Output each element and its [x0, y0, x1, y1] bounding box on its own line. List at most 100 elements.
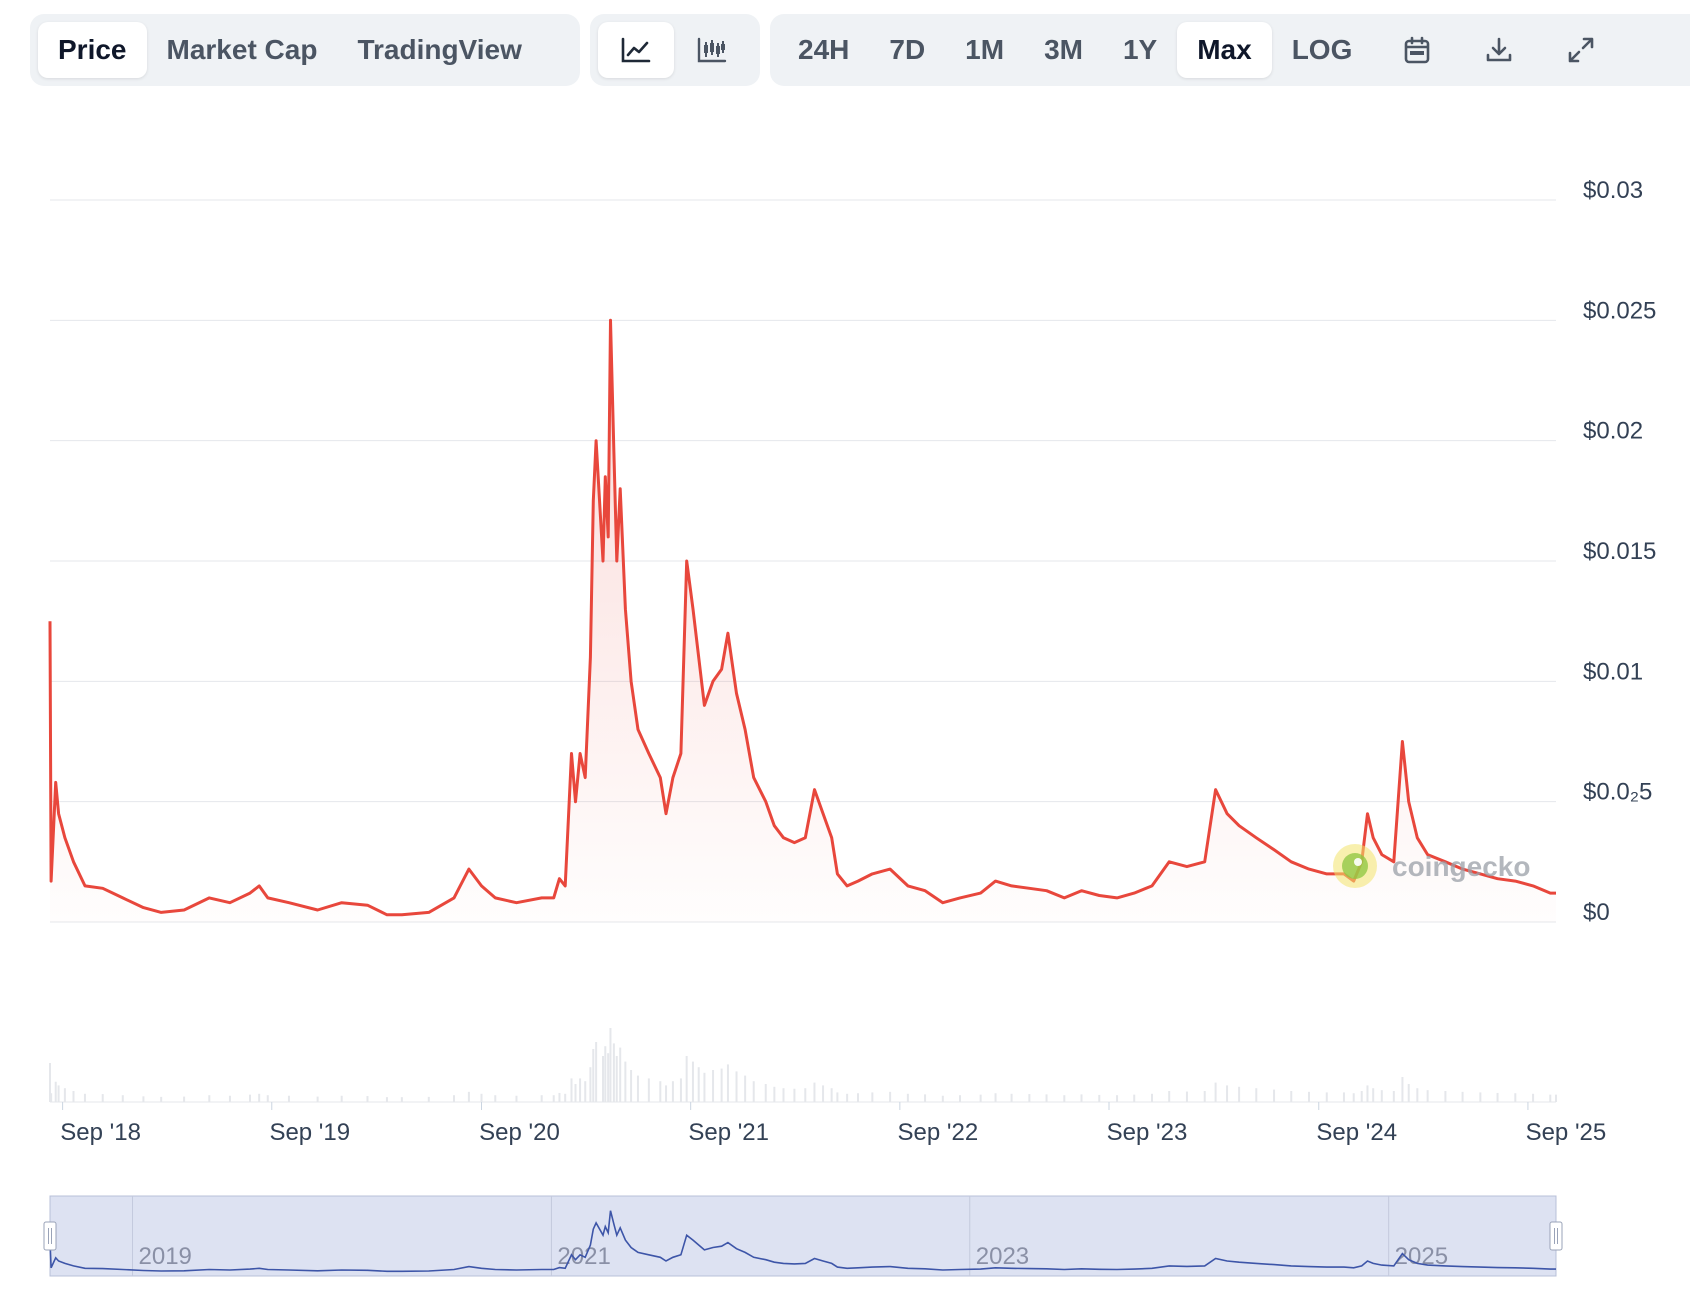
volume-bar [726, 1064, 729, 1102]
download-button[interactable] [1464, 22, 1534, 78]
line-chart-icon [621, 37, 651, 63]
range-1y[interactable]: 1Y [1122, 34, 1158, 65]
x-tick-label: Sep '20 [479, 1119, 560, 1146]
volume-bar [1392, 1091, 1395, 1102]
x-tick-label: Sep '22 [898, 1119, 979, 1146]
volume-bar [1290, 1091, 1293, 1102]
range-navigator[interactable]: 2019 2021 2023 2025 [43, 1195, 1563, 1277]
volume-bar [609, 1028, 612, 1102]
tab-market-cap[interactable]: Market Cap [166, 34, 318, 65]
volume-bar [1407, 1084, 1410, 1102]
volume-bar [467, 1091, 470, 1102]
fullscreen-button[interactable] [1546, 22, 1616, 78]
chart-toolbar: Price Market Cap TradingView 24H 7D 1M 3… [30, 14, 1690, 86]
range-7d[interactable]: 7D [889, 34, 926, 65]
volume-bar [1255, 1088, 1258, 1102]
volume-bar [1308, 1091, 1311, 1102]
navigator-left-handle[interactable] [43, 1221, 57, 1251]
volume-bar [564, 1093, 567, 1102]
volume-bar [619, 1047, 622, 1102]
volume-bar [703, 1072, 706, 1102]
volume-bar [691, 1061, 694, 1102]
log-scale-toggle[interactable]: LOG [1291, 34, 1353, 65]
volume-bar [552, 1095, 555, 1102]
volume-bar [1555, 1094, 1557, 1102]
volume-bar [584, 1081, 587, 1102]
range-1m[interactable]: 1M [965, 34, 1005, 65]
volume-bar [1366, 1085, 1369, 1102]
volume-bar [822, 1085, 825, 1102]
navigator-label: 2019 [139, 1243, 192, 1270]
volume-bar [1045, 1094, 1048, 1102]
volume-bar [697, 1067, 700, 1102]
volume-bar [1063, 1095, 1066, 1102]
volume-bar [924, 1094, 927, 1102]
volume-bar [1532, 1093, 1535, 1102]
tab-price[interactable]: Price [38, 22, 147, 78]
volume-bar [647, 1078, 650, 1102]
line-chart-button[interactable] [598, 22, 674, 78]
volume-bar [480, 1093, 483, 1102]
volume-bar [889, 1091, 892, 1102]
volume-bar [604, 1046, 607, 1102]
volume-bar [1514, 1093, 1517, 1102]
volume-bar [630, 1070, 633, 1102]
volume-bar [1380, 1090, 1383, 1102]
volume-bar [340, 1095, 343, 1102]
fullscreen-icon [1569, 37, 1594, 63]
volume-bar [366, 1096, 369, 1102]
volume-bar [208, 1095, 211, 1102]
price-line [48, 318, 1556, 917]
y-tick-label: $0.025 [1583, 297, 1656, 324]
volume-bar [773, 1086, 776, 1102]
volume-bar [54, 1081, 57, 1102]
y-tick-label: $0 [1583, 899, 1610, 926]
volume-bar [266, 1095, 269, 1102]
volume-bar [804, 1088, 807, 1102]
x-tick-label: Sep '23 [1107, 1119, 1188, 1146]
y-tick-label: $0.015 [1583, 538, 1656, 565]
candlestick-chart-button[interactable] [674, 22, 750, 78]
volume-bar [752, 1081, 755, 1102]
volume-bar [142, 1096, 145, 1102]
volume-bar [385, 1097, 388, 1102]
price-area-fill [50, 320, 1556, 922]
volume-bar [720, 1068, 723, 1102]
volume-bar [836, 1092, 839, 1102]
volume-bar [959, 1095, 962, 1102]
download-icon [1487, 37, 1512, 62]
y-tick-label: $0.01 [1583, 658, 1643, 685]
range-max[interactable]: Max [1177, 22, 1272, 78]
volume-bar [316, 1096, 319, 1102]
calendar-button[interactable] [1382, 22, 1452, 78]
volume-bar [671, 1081, 674, 1102]
x-tick-label: Sep '24 [1316, 1119, 1397, 1146]
chart-type-tabs: Price Market Cap TradingView [30, 14, 580, 86]
volume-bar [793, 1088, 796, 1102]
volume-bar [258, 1093, 261, 1102]
range-3m[interactable]: 3M [1044, 34, 1083, 65]
tab-tradingview[interactable]: TradingView [357, 34, 522, 65]
volume-bar [1444, 1091, 1447, 1102]
watermark-text: coingecko [1392, 851, 1530, 882]
volume-bar [607, 1053, 610, 1102]
volume-bar [941, 1095, 944, 1102]
volume-bar [1098, 1094, 1101, 1102]
coingecko-watermark: coingecko [1333, 844, 1530, 888]
volume-bar [735, 1071, 738, 1102]
volume-bar [744, 1075, 747, 1102]
calendar-icon [1405, 36, 1430, 64]
x-tick-label: Sep '18 [60, 1119, 141, 1146]
volume-bar [101, 1094, 104, 1102]
x-tick-label: Sep '19 [269, 1119, 350, 1146]
volume-bar [764, 1084, 767, 1102]
time-range-tabs: 24H 7D 1M 3M 1Y Max LOG [770, 14, 1690, 86]
volume-bar [685, 1056, 688, 1102]
navigator-right-handle[interactable] [1549, 1221, 1563, 1251]
x-tick-label: Sep '25 [1526, 1119, 1607, 1146]
volume-bar [589, 1067, 592, 1102]
volume-bar [1416, 1088, 1419, 1102]
range-24h[interactable]: 24H [798, 34, 850, 65]
volume-bar [712, 1070, 715, 1102]
